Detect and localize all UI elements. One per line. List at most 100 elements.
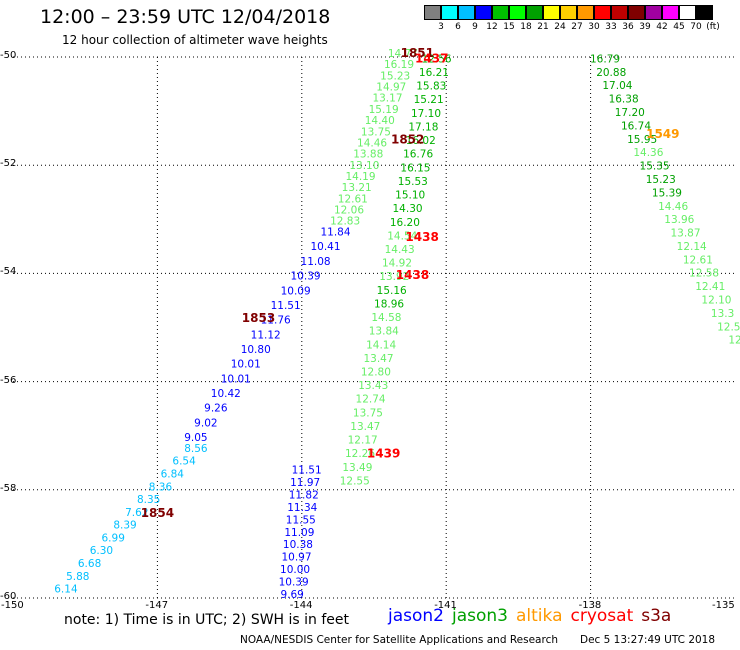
generated-timestamp: Dec 5 13:27:49 UTC 2018 [580,634,716,646]
wave-height-value: 13.21 [342,182,372,194]
wave-height-value: 10.09 [281,285,311,297]
legend-label: 6 [455,22,461,32]
legend-label: 9 [472,22,478,32]
wave-height-value: 16.76 [403,149,433,161]
wave-height-value: 12.55 [340,475,370,487]
pass-time-label: 1854 [141,506,174,520]
wave-height-value: 14.36 [633,147,663,159]
wave-height-value: 11.12 [251,329,281,341]
legend-swatch [475,5,492,20]
legend-swatch [662,5,679,20]
wave-height-value: 10.39 [291,271,321,283]
wave-height-value: 14.14 [366,339,396,351]
wave-height-value: 13.84 [369,326,399,338]
latitude-label: -50 [0,50,17,61]
legend-swatch [594,5,611,20]
legend-label: 12 [486,22,498,32]
legend-label: 70 [690,22,702,32]
wave-height-value: 12 [728,335,740,347]
longitude-label: -138 [578,600,602,611]
wave-height-value: 6.30 [90,545,113,557]
legend-swatch [696,5,713,20]
wave-height-value: 17.04 [602,80,632,92]
wave-height-value: 13.3 [711,308,734,320]
legend-label: 21 [537,22,549,32]
legend-label: 36 [622,22,634,32]
wave-height-value: 5.88 [66,571,89,583]
pass-time-label: 1549 [646,127,679,141]
pass-time-label: 1851 [401,46,434,60]
wave-height-value: 14.46 [357,137,387,149]
wave-height-value: 12.06 [334,205,364,217]
wave-height-value: 16.74 [621,120,651,132]
wave-height-value: 8.36 [149,481,173,493]
wave-height-value: 16.79 [590,53,620,65]
map-title: 12:00 – 23:59 UTC 12/04/2018 [40,6,331,28]
legend-swatch [628,5,645,20]
wave-height-value: 12.61 [683,254,713,266]
legend-swatch [441,5,458,20]
wave-height-value: 13.49 [342,462,372,474]
wave-height-value: 12.58 [689,268,719,280]
wave-height-value: 6.68 [78,558,101,570]
longitude-label: -144 [289,600,313,611]
wave-height-value: 12.5 [717,321,740,333]
pass-time-label: 1439 [367,446,400,460]
wave-height-value: 18.96 [374,298,404,310]
wave-height-value: 16.19 [384,59,414,71]
map-subtitle: 12 hour collection of altimeter wave hei… [62,33,328,47]
wave-height-value: 17.18 [408,121,438,133]
wave-height-value: 17.10 [411,108,441,120]
wave-height-value: 9.02 [194,417,217,429]
legend-swatch [560,5,577,20]
satellite-name: jason3 [452,606,508,626]
wave-height-value: 13.88 [353,149,383,161]
wave-height-value: 6.54 [172,456,196,468]
wave-height-value: 16.20 [390,217,420,229]
wave-height-value: 12.61 [338,193,368,205]
wave-height-value: 13.96 [664,214,694,226]
wave-height-value: 14.46 [658,201,688,213]
wave-height-value: 10.41 [310,241,340,253]
wave-height-value: 10.97 [281,552,311,564]
legend-label: 15 [503,22,515,32]
legend-swatch [526,5,543,20]
wave-height-value: 8.39 [113,520,136,532]
wave-height-value: 15.53 [398,176,428,188]
wave-height-value: 13.75 [361,126,391,138]
wave-height-value: 8.56 [184,443,208,455]
wave-height-value: 10.42 [211,388,241,400]
wave-height-value: 13.92 [379,271,409,283]
wave-height-value: 11.51 [271,300,301,312]
satellite-name: s3a [641,606,672,626]
pass-time-label: 1437 [415,51,448,65]
legend-swatch [543,5,560,20]
wave-height-value: 17.20 [615,107,645,119]
legend-label: 30 [588,22,600,32]
wave-height-value: 12.26 [345,448,375,460]
wave-height-value: 12.17 [348,435,378,447]
legend-label: 45 [673,22,685,32]
wave-height-value: 10.39 [279,577,309,589]
wave-height-value: 15.19 [369,104,399,116]
latitude-label: -56 [0,374,17,386]
pass-time-label: 1853 [242,311,275,325]
wave-height-value: 6.14 [54,584,78,596]
wave-height-value: 13.10 [349,160,379,172]
wave-height-value: 13.47 [363,353,393,365]
wave-height-value: 13.87 [670,228,700,240]
satellite-name: cryosat [570,606,634,626]
wave-height-value: 16.15 [400,162,430,174]
wave-height-value: 15.21 [414,94,444,106]
wave-height-value: 11.76 [261,315,291,327]
wave-height-value: 6.99 [102,532,125,544]
legend-swatch [577,5,594,20]
wave-height-value: 14.58 [371,312,401,324]
longitude-label: -147 [145,600,169,611]
legend-label: 33 [605,22,617,32]
wave-height-value: 13.43 [358,380,388,392]
wave-height-value: 10.80 [241,344,271,356]
wave-height-value: 11.97 [290,477,320,489]
legend-swatch [509,5,526,20]
